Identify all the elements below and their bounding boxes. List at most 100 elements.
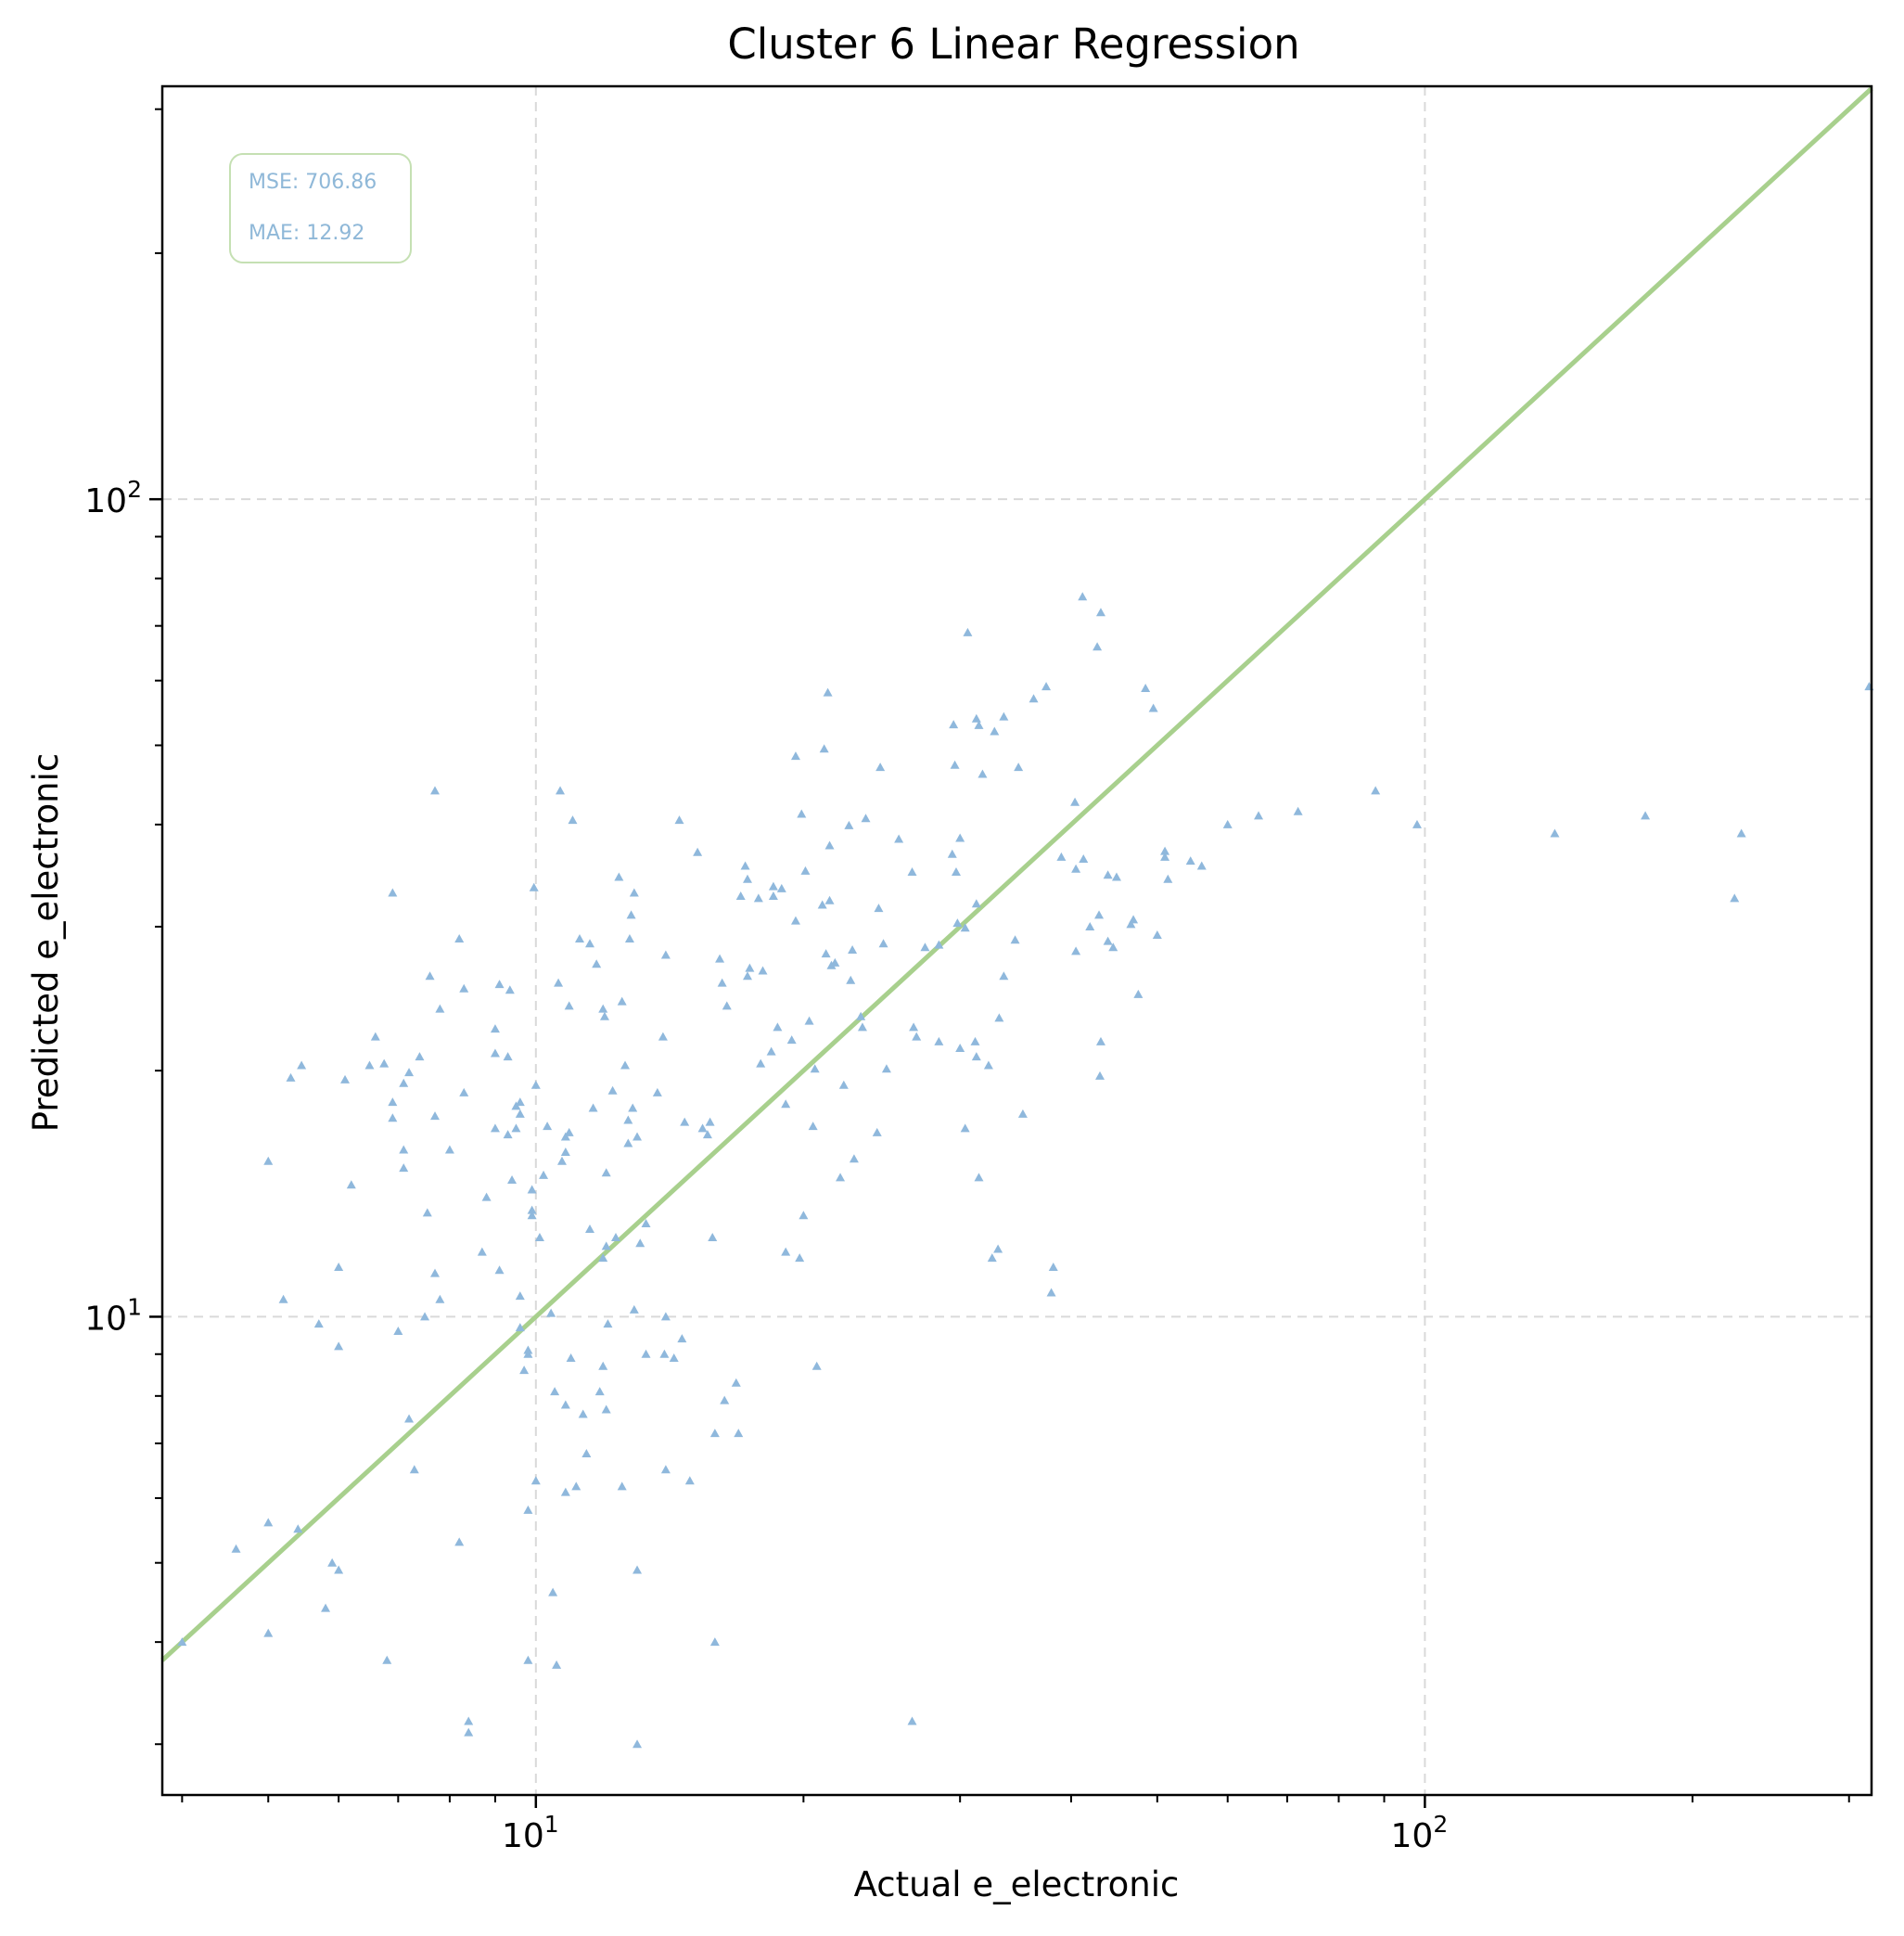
- data-point: [523, 1345, 533, 1354]
- data-point: [321, 1603, 331, 1612]
- data-point: [659, 1349, 670, 1358]
- data-point: [731, 1378, 741, 1387]
- data-point: [505, 985, 515, 994]
- plot-frame: [160, 84, 1873, 1797]
- data-point: [430, 786, 441, 795]
- data-point: [263, 1156, 274, 1165]
- data-point: [693, 847, 703, 856]
- data-point: [263, 1518, 274, 1527]
- data-point: [797, 809, 807, 818]
- data-point: [552, 1660, 562, 1669]
- data-point: [824, 895, 835, 904]
- data-point: [742, 971, 752, 981]
- data-point: [370, 1032, 380, 1041]
- data-point: [571, 1481, 581, 1491]
- data-point: [1103, 870, 1113, 879]
- data-point: [955, 833, 965, 842]
- data-point: [824, 840, 835, 850]
- data-point: [790, 916, 800, 925]
- x-tick-label: 102: [1391, 1811, 1449, 1855]
- data-point: [715, 954, 725, 963]
- data-point: [717, 978, 727, 987]
- data-point: [594, 1387, 605, 1396]
- data-point: [464, 1716, 474, 1725]
- data-point: [844, 820, 854, 829]
- data-point: [861, 814, 871, 823]
- data-point: [459, 983, 469, 993]
- data-point: [534, 1233, 544, 1242]
- data-point: [527, 1211, 537, 1220]
- data-point: [999, 971, 1009, 981]
- data-point: [515, 1323, 525, 1332]
- data-point: [560, 1400, 570, 1409]
- data-point: [836, 1173, 846, 1182]
- identity-reference-line: [160, 86, 1873, 1662]
- data-point: [875, 763, 886, 772]
- data-point: [1048, 1262, 1058, 1271]
- data-point: [849, 1154, 859, 1163]
- data-point: [1371, 786, 1381, 795]
- data-point: [592, 959, 602, 968]
- data-point: [697, 1123, 708, 1133]
- data-point: [574, 933, 584, 942]
- data-point: [894, 834, 904, 843]
- data-point: [768, 891, 778, 900]
- data-point: [409, 1465, 419, 1474]
- data-point: [934, 1036, 944, 1045]
- data-point: [564, 1001, 574, 1010]
- data-point: [511, 1123, 521, 1133]
- grid-lines: [162, 86, 1872, 1795]
- data-point: [617, 996, 627, 1006]
- data-point: [523, 1505, 533, 1514]
- data-point: [584, 1224, 594, 1233]
- x-tick-label: 101: [502, 1811, 559, 1855]
- data-point: [641, 1349, 651, 1358]
- data-point: [494, 1265, 505, 1275]
- data-point: [1148, 703, 1158, 712]
- data-point: [677, 1334, 687, 1343]
- data-point: [987, 1253, 997, 1263]
- data-point: [464, 1727, 474, 1737]
- data-point: [907, 866, 917, 876]
- data-point: [993, 1244, 1003, 1253]
- data-point: [633, 1132, 643, 1141]
- data-point: [909, 1022, 919, 1032]
- data-point: [415, 1052, 425, 1061]
- data-point: [1412, 819, 1422, 828]
- data-point: [1017, 1109, 1028, 1118]
- data-point: [490, 1123, 500, 1133]
- data-point: [379, 1058, 390, 1068]
- data-point: [507, 1174, 518, 1184]
- data-point: [422, 1208, 432, 1217]
- data-point: [1078, 592, 1088, 601]
- data-point: [578, 1409, 588, 1418]
- data-point: [340, 1074, 351, 1083]
- data-point: [425, 971, 435, 981]
- data-point: [490, 1024, 500, 1033]
- data-point: [515, 1097, 525, 1107]
- data-point: [934, 940, 944, 949]
- x-axis-ticks: 101 102: [502, 1795, 1448, 1855]
- data-point: [623, 1115, 633, 1124]
- data-point: [808, 1122, 818, 1131]
- data-point: [334, 1341, 344, 1351]
- data-point: [1103, 936, 1113, 945]
- data-point: [1093, 642, 1103, 651]
- data-point: [660, 1465, 671, 1474]
- data-point: [857, 1022, 867, 1032]
- data-point: [568, 815, 578, 825]
- data-point: [1046, 1288, 1056, 1297]
- data-point: [1085, 921, 1095, 930]
- data-point: [735, 891, 746, 900]
- data-point: [607, 1085, 618, 1095]
- data-point: [399, 1163, 409, 1173]
- data-point: [990, 726, 1000, 736]
- data-point: [912, 1032, 922, 1041]
- data-point: [766, 1046, 776, 1056]
- data-point: [1014, 763, 1024, 772]
- data-point: [705, 1117, 715, 1126]
- data-point: [435, 1004, 445, 1013]
- data-point: [658, 1032, 668, 1041]
- data-point: [856, 1011, 866, 1020]
- data-point: [1129, 915, 1139, 924]
